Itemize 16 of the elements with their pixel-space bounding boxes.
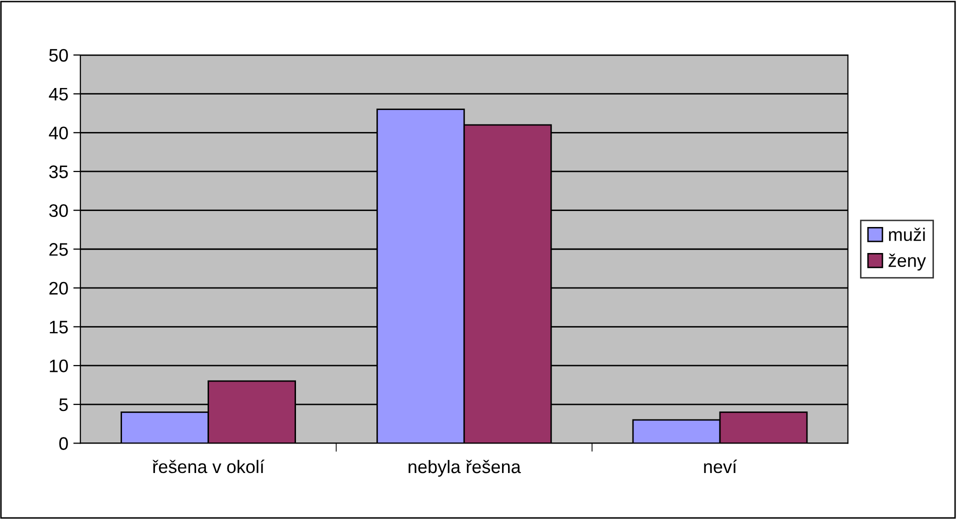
x-tick-label: nebyla řešena (408, 460, 521, 477)
y-tick-label: 10 (50, 360, 68, 372)
y-tick-label: 40 (48, 126, 68, 140)
y-tick-label: 45 (48, 88, 68, 101)
y-tick-label: 25 (49, 243, 68, 256)
x-tick-label: řešena v okolí (152, 460, 264, 474)
legend-label: muži (889, 228, 925, 242)
y-tick-label: 20 (49, 282, 68, 295)
x-tick-label: neví (704, 460, 737, 474)
y-tick-label: 15 (50, 320, 68, 334)
y-tick-label: 5 (59, 398, 68, 412)
legend-label: ženy (888, 254, 926, 271)
y-tick-label: 0 (59, 437, 68, 450)
y-tick-label: 35 (49, 165, 68, 178)
y-tick-label: 50 (49, 48, 68, 62)
y-tick-label: 30 (49, 204, 68, 218)
